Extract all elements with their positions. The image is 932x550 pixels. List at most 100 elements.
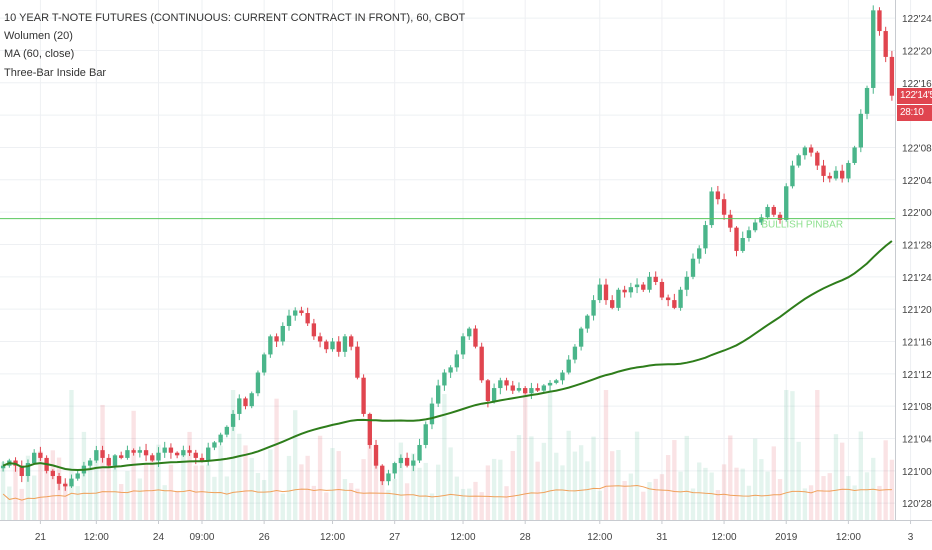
candle-body	[871, 10, 876, 88]
volume-bar	[181, 449, 186, 520]
time-tick-label: 09:00	[189, 532, 214, 543]
volume-bar	[137, 478, 143, 520]
last-price-label: 122'14'5	[897, 87, 932, 104]
volume-bar	[106, 465, 111, 520]
price-tick-label: 121'04'0	[902, 435, 932, 446]
volume-bar	[721, 464, 727, 520]
candle-body	[150, 455, 155, 461]
volume-bar	[199, 465, 205, 520]
time-tick-label: 26	[259, 532, 271, 543]
candle-body	[19, 465, 24, 477]
volume-bar	[442, 394, 447, 520]
volume-bar	[411, 453, 416, 520]
time-tick-label: 28	[520, 532, 532, 543]
volume-bar	[0, 462, 6, 520]
volume-bar	[13, 465, 18, 520]
price-tick-label: 121'28'0	[902, 240, 932, 251]
candle-body	[299, 310, 304, 314]
time-tick-label: 2019	[775, 532, 798, 543]
price-tick-label: 122'08'0	[902, 143, 932, 154]
candle-body	[721, 199, 727, 215]
candle-body	[610, 300, 615, 308]
candle-body	[746, 230, 752, 239]
time-tick-label: 12:00	[712, 532, 737, 543]
volume-bar	[541, 442, 547, 520]
candle-body	[529, 388, 534, 394]
candle-body	[728, 214, 733, 228]
volume-bar	[790, 391, 795, 520]
candle-body	[25, 463, 31, 477]
candle-body	[69, 478, 74, 487]
candle-body	[709, 191, 714, 226]
candle-body	[417, 444, 422, 461]
candle-body	[324, 341, 329, 350]
volume-bar	[324, 492, 329, 520]
volume-bar	[603, 390, 609, 520]
candle-body	[839, 170, 845, 179]
candle-body	[50, 470, 56, 477]
candle-body	[168, 447, 174, 453]
candle-body	[535, 388, 540, 391]
candle-body	[690, 258, 696, 277]
candle-body	[125, 450, 130, 458]
volume-bar	[523, 390, 528, 520]
volume-bar	[63, 482, 68, 520]
candle-body	[765, 206, 770, 218]
candle-body	[504, 380, 509, 386]
volume-bar	[821, 476, 826, 520]
volume-bar	[616, 450, 621, 520]
volume-bar	[709, 472, 714, 520]
volume-bar	[404, 483, 410, 520]
volume-bar	[367, 439, 372, 520]
candle-body	[703, 225, 708, 249]
candle-body	[386, 473, 391, 482]
volume-bar	[112, 458, 118, 520]
volume-bar	[529, 436, 534, 520]
time-tick-label: 12:00	[836, 532, 861, 543]
candle-body	[280, 325, 285, 342]
candle-body	[815, 152, 820, 166]
time-tick-label: 3	[908, 532, 914, 543]
candle-body	[436, 385, 441, 404]
candle-body	[858, 113, 863, 148]
candle-body	[367, 413, 372, 445]
volume-bar	[342, 479, 348, 520]
candle-body	[38, 452, 43, 458]
volume-bar	[311, 485, 317, 520]
candle-body	[498, 380, 503, 389]
candle-body	[224, 426, 230, 435]
candle-body	[672, 300, 677, 308]
volume-bar	[187, 431, 192, 520]
volume-bar	[212, 476, 217, 520]
candlesticks	[0, 5, 895, 491]
candle-body	[442, 372, 447, 386]
candle-body	[678, 289, 683, 308]
candle-body	[392, 463, 397, 474]
volume-bar	[827, 473, 832, 520]
candle-body	[510, 385, 515, 391]
volume-bar	[833, 434, 839, 520]
candle-body	[547, 382, 553, 386]
volume-bar	[864, 472, 870, 520]
volume-bar	[243, 445, 248, 520]
time-tick-label: 12:00	[451, 532, 476, 543]
volume-bar	[218, 445, 223, 520]
candle-body	[790, 165, 795, 187]
candle-body	[665, 297, 671, 301]
candle-body	[684, 276, 689, 290]
candle-body	[243, 398, 248, 407]
candle-body	[808, 147, 814, 153]
volume-bar	[771, 446, 776, 520]
volume-bar	[784, 390, 789, 520]
candle-body	[156, 452, 161, 461]
candle-body	[796, 155, 801, 166]
candle-body	[777, 214, 783, 220]
candle-body	[380, 465, 385, 482]
candle-body	[771, 206, 776, 215]
volume-bar	[554, 452, 559, 520]
time-axis[interactable]: 21 12:00 24 09:00 26 12:00 27 12:00 28 12:00 31 12:…	[35, 520, 914, 543]
candle-body	[94, 450, 99, 461]
time-tick-label: 21	[35, 532, 47, 543]
candle-body	[199, 457, 205, 461]
